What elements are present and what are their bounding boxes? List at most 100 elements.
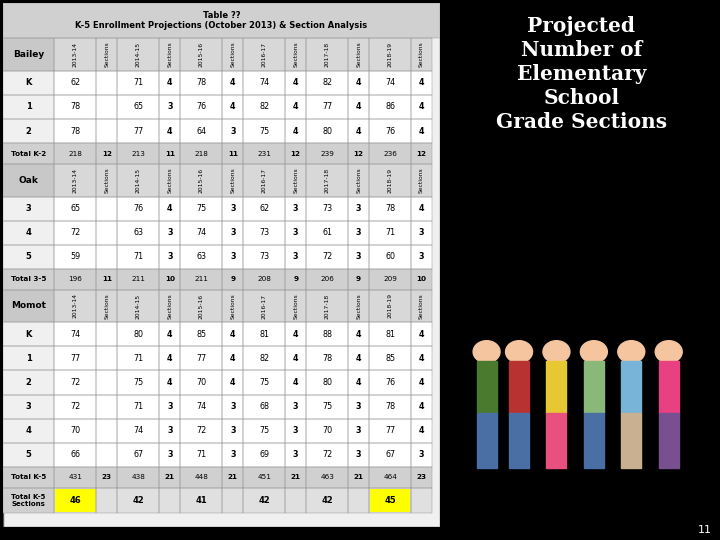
Bar bbox=[369, 71, 411, 95]
Bar bbox=[96, 197, 117, 221]
Bar bbox=[306, 197, 348, 221]
Bar bbox=[180, 443, 222, 467]
Bar bbox=[96, 370, 117, 395]
Bar bbox=[306, 143, 348, 164]
Bar bbox=[306, 443, 348, 467]
Bar bbox=[55, 370, 96, 395]
Bar bbox=[285, 467, 306, 488]
Bar bbox=[348, 269, 369, 290]
Bar bbox=[306, 71, 348, 95]
Bar bbox=[159, 197, 180, 221]
Bar bbox=[3, 395, 55, 418]
Text: 2016-17: 2016-17 bbox=[262, 42, 266, 67]
Bar bbox=[159, 269, 180, 290]
Bar bbox=[96, 143, 117, 164]
Bar bbox=[369, 197, 411, 221]
Circle shape bbox=[655, 341, 682, 363]
Text: Sections: Sections bbox=[293, 167, 298, 193]
Bar bbox=[243, 370, 285, 395]
Text: 3: 3 bbox=[230, 228, 235, 237]
Text: 12: 12 bbox=[417, 151, 426, 157]
Bar bbox=[659, 361, 679, 413]
Bar bbox=[411, 197, 432, 221]
Bar bbox=[3, 467, 55, 488]
Bar bbox=[3, 245, 55, 269]
Bar bbox=[285, 164, 306, 197]
Bar bbox=[180, 290, 222, 322]
Text: 82: 82 bbox=[259, 354, 269, 363]
Bar bbox=[96, 221, 117, 245]
Bar bbox=[348, 395, 369, 418]
Text: 21: 21 bbox=[228, 474, 238, 480]
Bar bbox=[306, 467, 348, 488]
Bar bbox=[96, 395, 117, 418]
Text: 69: 69 bbox=[259, 450, 269, 459]
Text: 78: 78 bbox=[197, 78, 207, 87]
Bar bbox=[348, 290, 369, 322]
Bar bbox=[180, 467, 222, 488]
Text: Bailey: Bailey bbox=[13, 50, 45, 59]
Text: 67: 67 bbox=[385, 450, 395, 459]
Text: 5: 5 bbox=[26, 252, 32, 261]
Text: 3: 3 bbox=[356, 426, 361, 435]
Bar bbox=[222, 197, 243, 221]
Text: 4: 4 bbox=[293, 378, 299, 387]
Bar bbox=[584, 361, 604, 413]
Bar bbox=[369, 245, 411, 269]
Bar bbox=[55, 418, 96, 443]
Bar bbox=[285, 443, 306, 467]
Text: 2018-19: 2018-19 bbox=[387, 168, 392, 193]
Text: 68: 68 bbox=[259, 402, 269, 411]
Bar bbox=[159, 164, 180, 197]
Text: 4: 4 bbox=[293, 330, 299, 339]
Bar bbox=[348, 221, 369, 245]
Bar bbox=[243, 95, 285, 119]
Bar bbox=[348, 164, 369, 197]
Text: 2014-15: 2014-15 bbox=[136, 42, 141, 67]
Bar bbox=[369, 119, 411, 143]
Text: 78: 78 bbox=[71, 103, 81, 111]
Bar bbox=[117, 322, 159, 346]
Bar bbox=[96, 245, 117, 269]
Bar bbox=[285, 143, 306, 164]
Bar bbox=[96, 290, 117, 322]
Bar bbox=[285, 119, 306, 143]
Bar bbox=[96, 467, 117, 488]
Text: 77: 77 bbox=[133, 126, 143, 136]
Bar bbox=[243, 245, 285, 269]
Bar bbox=[285, 71, 306, 95]
Text: Sections: Sections bbox=[293, 42, 298, 68]
Bar bbox=[3, 370, 55, 395]
Text: 211: 211 bbox=[194, 276, 208, 282]
Bar bbox=[243, 488, 285, 513]
Bar bbox=[306, 245, 348, 269]
Bar bbox=[180, 95, 222, 119]
Bar bbox=[180, 119, 222, 143]
Text: 2015-16: 2015-16 bbox=[199, 42, 204, 67]
Bar bbox=[222, 467, 243, 488]
Text: 236: 236 bbox=[383, 151, 397, 157]
Bar bbox=[117, 269, 159, 290]
Bar bbox=[117, 370, 159, 395]
Text: 206: 206 bbox=[320, 276, 334, 282]
Bar bbox=[411, 290, 432, 322]
Bar bbox=[180, 245, 222, 269]
Bar bbox=[3, 38, 55, 71]
Bar bbox=[285, 269, 306, 290]
Text: 10: 10 bbox=[165, 276, 175, 282]
Bar bbox=[117, 245, 159, 269]
Text: Sections: Sections bbox=[419, 167, 424, 193]
Text: 75: 75 bbox=[322, 402, 333, 411]
Text: 71: 71 bbox=[385, 228, 395, 237]
Text: 74: 74 bbox=[133, 426, 143, 435]
Bar bbox=[159, 418, 180, 443]
Text: 213: 213 bbox=[132, 151, 145, 157]
Bar bbox=[306, 488, 348, 513]
Bar bbox=[222, 370, 243, 395]
Bar bbox=[55, 38, 96, 71]
Text: 3: 3 bbox=[167, 228, 173, 237]
Text: 2017-18: 2017-18 bbox=[325, 42, 330, 67]
Bar bbox=[285, 38, 306, 71]
Bar bbox=[117, 38, 159, 71]
Text: 4: 4 bbox=[356, 330, 361, 339]
